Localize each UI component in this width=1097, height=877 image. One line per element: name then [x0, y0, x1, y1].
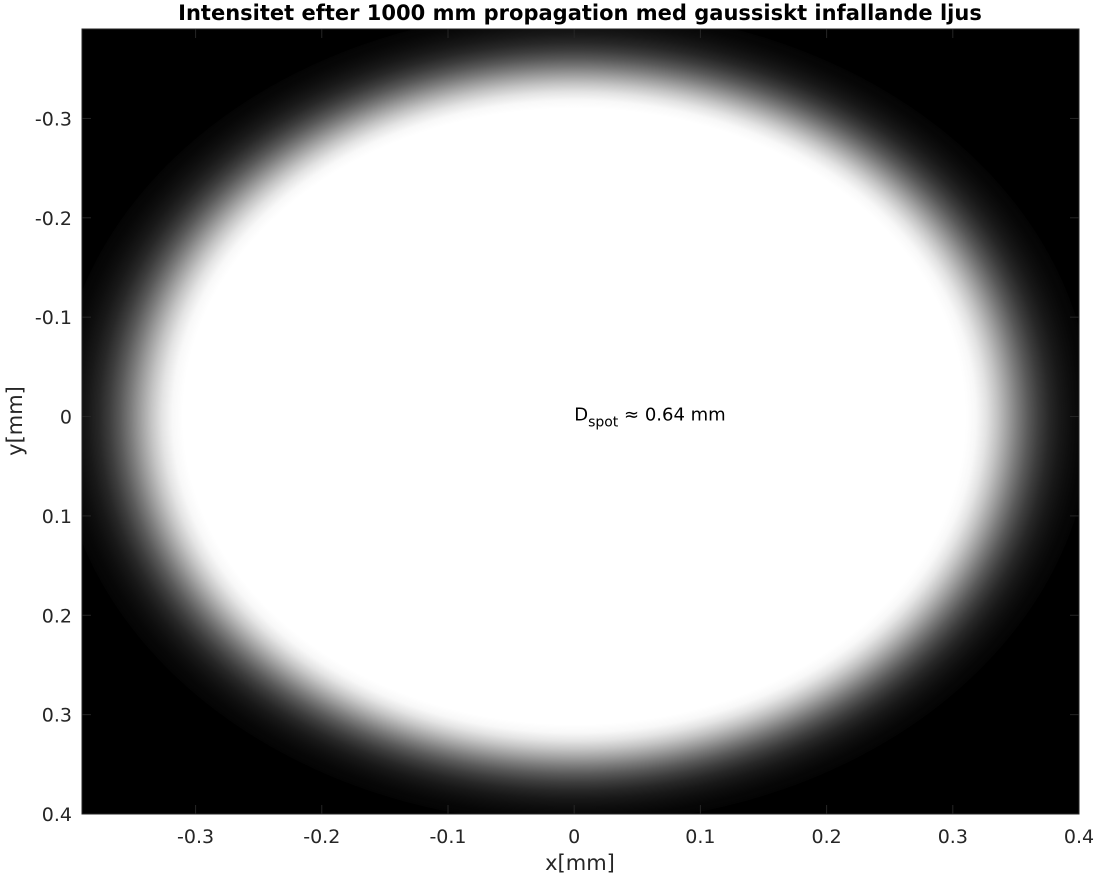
x-tick-label: 0.2: [811, 826, 841, 848]
annotation-value: ≈ 0.64 mm: [618, 405, 725, 426]
annotation-subscript: spot: [588, 415, 619, 431]
axes-frame: [81, 28, 1080, 815]
y-axis-ticks: [82, 117, 1079, 815]
y-tick-label: -0.2: [35, 208, 72, 230]
y-tick-label: 0: [60, 407, 72, 429]
x-tick-label: 0.1: [685, 826, 715, 848]
y-tick-label: 0.2: [42, 605, 72, 627]
intensity-spot: [82, 29, 1079, 814]
x-tick-label: -0.3: [177, 826, 214, 848]
y-tick-label: -0.1: [35, 307, 72, 329]
chart-title: Intensitet efter 1000 mm propagation med…: [178, 1, 982, 25]
y-tick-label: 0.3: [42, 705, 72, 727]
y-tick-label: 0.4: [42, 804, 72, 826]
x-tick-label: 0.3: [938, 826, 968, 848]
y-axis-label: y[mm]: [3, 386, 27, 456]
y-tick-labels: -0.3 -0.2 -0.1 0 0.1 0.2 0.3 0.4: [35, 108, 72, 826]
x-tick-label: -0.2: [303, 826, 340, 848]
y-tick-label: 0.1: [42, 506, 72, 528]
x-tick-label: 0: [568, 826, 580, 848]
x-tick-label: -0.1: [429, 826, 466, 848]
x-tick-label: 0.4: [1064, 826, 1094, 848]
y-tick-label: -0.3: [35, 108, 72, 130]
annotation-symbol: D: [574, 405, 588, 426]
x-axis-ticks: [195, 29, 1080, 814]
plot-area: [81, 28, 1080, 815]
x-axis-label: x[mm]: [545, 851, 615, 875]
x-tick-labels: -0.3 -0.2 -0.1 0 0.1 0.2 0.3 0.4: [177, 826, 1094, 848]
intensity-heatmap: [82, 29, 1079, 814]
spot-diameter-annotation: Dspot ≈ 0.64 mm: [574, 405, 726, 431]
